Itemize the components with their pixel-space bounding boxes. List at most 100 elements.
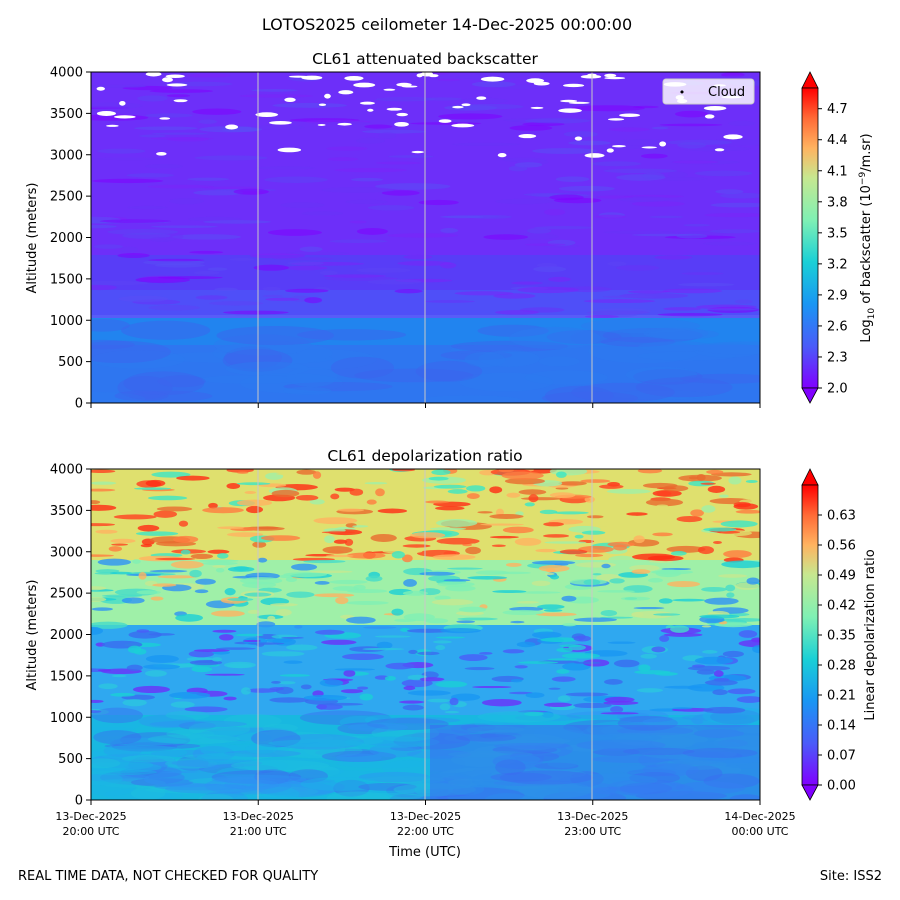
backscatter-streak	[350, 177, 384, 182]
depolarization-streak	[701, 505, 716, 513]
depolarization-streak	[145, 655, 179, 663]
backscatter-streak	[133, 126, 198, 131]
depolarization-streak	[446, 567, 483, 570]
depolarization-streak	[189, 659, 223, 666]
depolarization-streak	[121, 597, 145, 604]
cloud-gap	[461, 103, 471, 107]
backscatter-streak	[591, 161, 642, 167]
depolarization-streak	[147, 495, 188, 501]
depolarization-streak	[91, 621, 128, 629]
depolarization-streak	[204, 776, 292, 795]
backscatter-streak	[285, 251, 349, 255]
depolarization-streak	[477, 711, 561, 723]
depolarization-streak	[91, 597, 107, 602]
cloud-gap	[337, 122, 352, 126]
backscatter-streak	[172, 234, 242, 240]
depolarization-streak	[325, 554, 354, 558]
backscatter-streak	[508, 165, 528, 172]
backscatter-streak	[651, 126, 669, 130]
depolarization-streak	[91, 773, 150, 782]
colorbar-tick-label: 0.00	[827, 779, 856, 794]
depolarization-streak	[208, 502, 218, 509]
depolarization-streak	[223, 696, 237, 701]
cloud-gap	[165, 74, 185, 78]
depolarization-streak	[333, 779, 370, 797]
cloud-gap	[703, 105, 727, 111]
depolarization-streak	[391, 550, 405, 559]
depolarization-streak	[176, 756, 209, 771]
depolarization-streak	[434, 595, 451, 601]
cloud-gap	[145, 72, 162, 77]
x-tick-time: 23:00 UTC	[564, 825, 621, 838]
backscatter-streak	[127, 205, 168, 210]
depolarization-streak	[371, 724, 440, 742]
depolarization-streak	[165, 783, 258, 794]
depolarization-streak	[343, 669, 356, 677]
backscatter-streak	[186, 73, 231, 78]
backscatter-streak	[262, 286, 281, 292]
backscatter-blob	[283, 386, 332, 395]
depolarization-streak	[309, 499, 325, 505]
depolarization-streak	[375, 488, 385, 497]
depolarization-streak	[464, 667, 495, 671]
depolarization-streak	[217, 552, 229, 559]
depolarization-streak	[288, 769, 328, 783]
depolarization-streak	[92, 745, 188, 760]
backscatter-streak	[93, 244, 124, 249]
backscatter-gridlines	[257, 72, 593, 403]
cloud-gap	[704, 114, 715, 119]
depolarization-streak	[321, 531, 355, 534]
y-tick-label: 2000	[50, 231, 83, 246]
depolarization-streak	[651, 646, 666, 653]
backscatter-streak	[659, 123, 723, 127]
depolarization-streak	[552, 511, 589, 515]
depolarization-streak	[647, 578, 663, 583]
depolarization-streak	[150, 749, 222, 758]
x-tick-time: 21:00 UTC	[230, 825, 287, 838]
cloud-gap	[723, 134, 743, 140]
x-tick-time: 22:00 UTC	[397, 825, 454, 838]
backscatter-streak	[418, 199, 459, 206]
cloud-gap	[301, 75, 323, 80]
depolarization-streak	[687, 665, 731, 671]
depolarization-streak	[706, 469, 724, 475]
backscatter-streak	[284, 288, 329, 293]
backscatter-streak	[334, 167, 408, 173]
backscatter-streak	[91, 102, 144, 109]
depolarization-streak	[136, 629, 150, 633]
depolarization-streak	[752, 645, 760, 654]
depolarization-streak	[688, 476, 699, 480]
depolarization-streak	[314, 581, 330, 585]
cloud-gap	[324, 93, 331, 99]
colorbar-tick-label: 3.2	[827, 257, 848, 272]
depolarization-streak	[303, 559, 346, 564]
backscatter-streak	[657, 313, 723, 317]
depolarization-streak	[562, 622, 577, 627]
depolarization-streak	[346, 552, 386, 559]
depolarization-streak	[202, 507, 244, 514]
depolarization-streak	[352, 525, 369, 528]
depolarization-streak	[409, 532, 446, 539]
depolarization-streak	[153, 510, 178, 518]
depolarization-streak	[558, 481, 587, 486]
backscatter-blob	[91, 319, 130, 332]
depolarization-streak	[514, 665, 528, 669]
depolarization-streak	[281, 636, 304, 639]
backscatter-streak	[214, 287, 238, 292]
backscatter-streak	[495, 198, 553, 205]
cloud-gap	[166, 83, 188, 87]
depolarization-streak	[575, 553, 604, 558]
depolarization-streak	[638, 664, 651, 672]
backscatter-streak	[327, 157, 359, 162]
depolarization-streak	[95, 529, 118, 534]
backscatter-streak	[233, 188, 269, 195]
depolarization-streak	[170, 560, 204, 569]
backscatter-streak	[377, 97, 430, 101]
depolarization-streak	[144, 786, 243, 794]
depolarization-streak	[91, 772, 123, 786]
cloud-gap	[353, 82, 376, 88]
depolarization-streak	[374, 635, 411, 638]
depolarization-streak	[91, 715, 141, 733]
depolarization-streak	[722, 650, 744, 658]
depolarization-streak	[294, 625, 303, 629]
